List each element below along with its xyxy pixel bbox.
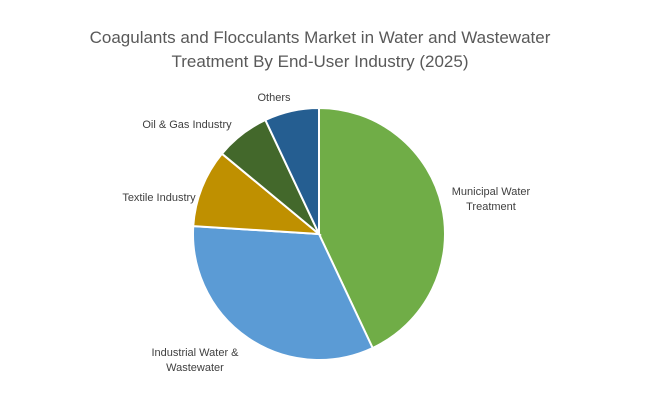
slice-label: Municipal Water Treatment xyxy=(451,186,531,213)
pie-slice xyxy=(192,225,374,361)
slice-label: Others xyxy=(257,92,291,104)
pie-slice xyxy=(192,152,323,236)
slice-label: Industrial Water & Wastewater xyxy=(151,347,239,374)
pie-slice xyxy=(264,106,320,235)
slice-label: Oil & Gas Industry xyxy=(142,119,232,131)
chart-title: Coagulants and Flocculants Market in Wat… xyxy=(89,28,551,71)
slice-label: Textile Industry xyxy=(122,192,196,204)
pie-slice xyxy=(318,106,446,350)
